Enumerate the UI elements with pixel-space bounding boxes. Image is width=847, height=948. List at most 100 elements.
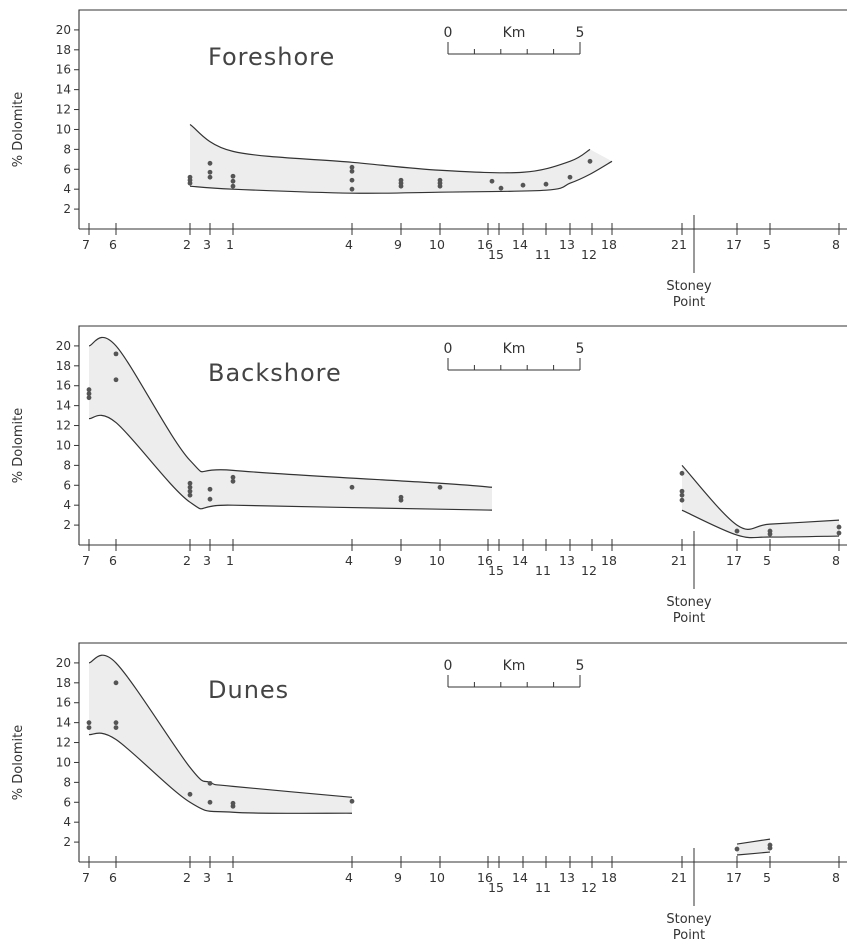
- x-station-label: 3: [203, 237, 211, 252]
- data-point: [349, 186, 355, 192]
- data-point: [187, 492, 193, 498]
- x-station-label: 16: [477, 870, 493, 885]
- y-tick-label: 6: [63, 795, 71, 809]
- y-tick-label: 12: [56, 103, 71, 117]
- x-station-label: 2: [183, 553, 191, 568]
- y-tick-label: 6: [63, 162, 71, 176]
- y-tick-label: 18: [56, 676, 71, 690]
- data-point: [187, 480, 193, 486]
- plot-frame: [78, 642, 847, 862]
- range-band-2-upper-line: [681, 464, 840, 530]
- scale-bar-start: 0: [444, 25, 453, 41]
- data-point: [543, 181, 549, 187]
- x-station-label: 17: [726, 870, 742, 885]
- y-tick-label: 6: [63, 478, 71, 492]
- data-point: [437, 177, 443, 183]
- data-point: [207, 160, 213, 166]
- data-point: [734, 528, 740, 534]
- y-tick-label: 2: [63, 518, 71, 532]
- data-point: [349, 798, 355, 804]
- scale-bar-end: 5: [576, 25, 585, 41]
- data-point: [349, 177, 355, 183]
- y-tick-label: 16: [56, 379, 71, 393]
- data-point: [86, 725, 92, 731]
- y-axis-label: % Dolomite: [11, 408, 26, 483]
- x-station-label: 21: [671, 870, 687, 885]
- data-point: [230, 800, 236, 806]
- y-tick-label: 10: [56, 122, 71, 136]
- y-tick-label: 4: [63, 815, 71, 829]
- x-station-label: 13: [559, 553, 575, 568]
- x-station-label: 9: [394, 870, 402, 885]
- y-tick-label: 18: [56, 43, 71, 57]
- scale-bar-end: 5: [576, 658, 585, 674]
- x-station-label: 6: [109, 870, 117, 885]
- data-point: [489, 178, 495, 184]
- x-station-label: 1: [226, 870, 234, 885]
- landmark-label-1: Stoney: [666, 279, 712, 294]
- x-station-label: 21: [671, 237, 687, 252]
- x-station-label: 14: [512, 870, 528, 885]
- data-point: [113, 377, 119, 383]
- data-point: [398, 177, 404, 183]
- y-tick-label: 14: [56, 399, 71, 413]
- scale-bar-start: 0: [444, 658, 453, 674]
- x-station-label: 8: [832, 237, 840, 252]
- data-point: [86, 391, 92, 397]
- x-station-label: 15: [488, 880, 504, 895]
- x-station-label: 10: [429, 870, 445, 885]
- data-point: [113, 720, 119, 726]
- scale-bar: 0 Km 5: [444, 25, 585, 55]
- x-station-label: 12: [581, 880, 597, 895]
- x-station-label: 21: [671, 553, 687, 568]
- x-station-label: 18: [601, 553, 617, 568]
- x-station-label: 9: [394, 237, 402, 252]
- x-station-label: 18: [601, 237, 617, 252]
- data-point: [86, 720, 92, 726]
- x-station-label: 5: [763, 553, 771, 568]
- y-tick-label: 10: [56, 755, 71, 769]
- scale-bar-unit: Km: [503, 25, 526, 41]
- data-point: [207, 799, 213, 805]
- y-tick-label: 12: [56, 736, 71, 750]
- x-station-label: 11: [535, 880, 551, 895]
- data-point: [187, 484, 193, 490]
- x-station-label: 7: [82, 237, 90, 252]
- data-point: [398, 494, 404, 500]
- landmark-label-1: Stoney: [666, 595, 712, 610]
- y-tick-label: 8: [63, 458, 71, 472]
- range-band-fill: [190, 124, 612, 194]
- data-point: [587, 158, 593, 164]
- data-point: [113, 725, 119, 731]
- data-point: [498, 185, 504, 191]
- x-station-label: 4: [345, 870, 353, 885]
- data-point: [113, 680, 119, 686]
- range-band-lower-line: [189, 160, 613, 194]
- x-station-label: 4: [345, 553, 353, 568]
- x-station-label: 7: [82, 870, 90, 885]
- data-point: [187, 488, 193, 494]
- data-point: [437, 484, 443, 490]
- x-station-label: 10: [429, 237, 445, 252]
- data-point: [230, 178, 236, 184]
- landmark-label-2: Point: [673, 295, 705, 310]
- data-point: [734, 846, 740, 852]
- x-station-label: 17: [726, 553, 742, 568]
- data-point: [207, 780, 213, 786]
- y-tick-label: 4: [63, 498, 71, 512]
- data-point: [187, 174, 193, 180]
- x-station-label: 6: [109, 553, 117, 568]
- data-point: [836, 524, 842, 530]
- x-station-label: 1: [226, 237, 234, 252]
- data-point: [836, 530, 842, 536]
- landmark-label-2: Point: [673, 928, 705, 943]
- range-band-upper-line: [88, 336, 493, 488]
- panel-title: Backshore: [208, 359, 342, 387]
- data-point: [207, 174, 213, 180]
- range-band-lower-line: [88, 414, 493, 511]
- y-tick-label: 14: [56, 83, 71, 97]
- range-band-2-lower-line: [736, 851, 771, 856]
- panel-title: Foreshore: [208, 43, 335, 71]
- x-station-label: 5: [763, 870, 771, 885]
